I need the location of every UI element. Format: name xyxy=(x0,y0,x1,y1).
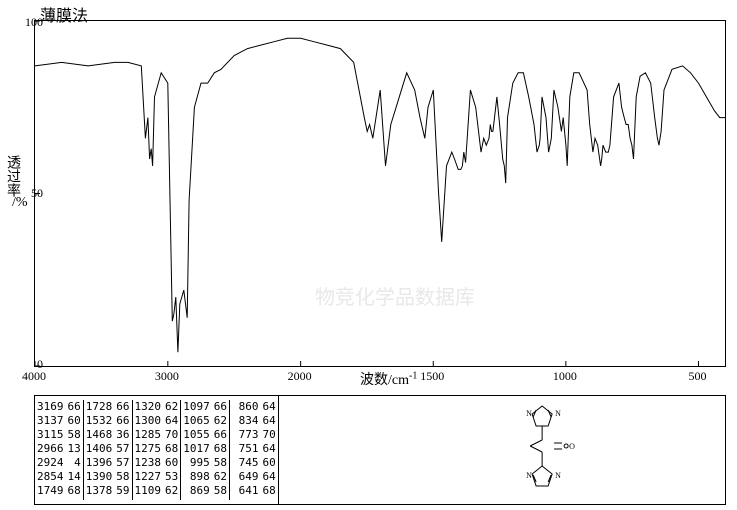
peak-transmittance: 70 xyxy=(263,428,276,442)
spectrum-chart: 物竞化学品数据库 xyxy=(34,20,726,367)
peak-transmittance: 64 xyxy=(263,400,276,414)
peak-transmittance: 58 xyxy=(68,428,81,442)
svg-text:N: N xyxy=(555,471,561,480)
peak-transmittance: 66 xyxy=(116,414,129,428)
svg-text:N: N xyxy=(526,471,532,480)
peak-wavenumber: 1055 xyxy=(183,428,210,442)
peak-wavenumber: 2854 xyxy=(37,470,64,484)
peak-transmittance: 66 xyxy=(68,400,81,414)
peak-transmittance: 62 xyxy=(214,470,227,484)
peak-transmittance: 57 xyxy=(116,442,129,456)
x-axis-label: 波数/cm-1 xyxy=(360,369,417,389)
peak-transmittance: 68 xyxy=(214,442,227,456)
peak-transmittance: 13 xyxy=(68,442,81,456)
peak-transmittance: 64 xyxy=(165,414,178,428)
peak-wavenumber: 1468 xyxy=(86,428,113,442)
peak-wavenumber: 1238 xyxy=(135,456,162,470)
peak-wavenumber: 1109 xyxy=(135,484,162,498)
peak-wavenumber: 1728 xyxy=(86,400,113,414)
peak-wavenumber: 1065 xyxy=(183,414,210,428)
peak-wavenumber: 751 xyxy=(232,442,259,456)
peak-table: 316931373115296629242854174966605813 414… xyxy=(34,395,726,505)
peak-wavenumber: 3169 xyxy=(37,400,64,414)
peak-transmittance: 4 xyxy=(68,456,81,470)
peak-wavenumber: 1275 xyxy=(135,442,162,456)
ytick-100: 100 xyxy=(13,15,43,30)
peak-transmittance: 57 xyxy=(116,456,129,470)
peak-wavenumber: 1017 xyxy=(183,442,210,456)
peak-wavenumber: 1749 xyxy=(37,484,64,498)
peak-transmittance: 62 xyxy=(165,484,178,498)
peak-wavenumber: 1406 xyxy=(86,442,113,456)
xtick-4000: 4000 xyxy=(22,369,46,384)
peak-transmittance: 64 xyxy=(263,442,276,456)
peak-wavenumber: 1378 xyxy=(86,484,113,498)
peak-transmittance: 68 xyxy=(263,484,276,498)
xtick-2000: 2000 xyxy=(288,369,312,384)
spectrum-container: { "title":"薄膜法", "ylabel":"透过率", "yperce… xyxy=(0,0,737,510)
peak-transmittance: 58 xyxy=(116,470,129,484)
peak-transmittance: 66 xyxy=(214,400,227,414)
peak-transmittance: 62 xyxy=(214,414,227,428)
peak-wavenumber: 1396 xyxy=(86,456,113,470)
peak-wavenumber: 773 xyxy=(232,428,259,442)
peak-wavenumber: 860 xyxy=(232,400,259,414)
peak-transmittance: 36 xyxy=(116,428,129,442)
xtick-1500: 1500 xyxy=(420,369,444,384)
xtick-500: 500 xyxy=(688,369,706,384)
svg-text:O: O xyxy=(569,442,575,451)
peak-transmittance: 68 xyxy=(68,484,81,498)
peak-wavenumber: 834 xyxy=(232,414,259,428)
svg-text:N: N xyxy=(555,409,561,418)
peak-transmittance: 14 xyxy=(68,470,81,484)
peak-wavenumber: 3137 xyxy=(37,414,64,428)
peak-transmittance: 64 xyxy=(263,470,276,484)
peak-wavenumber: 1285 xyxy=(135,428,162,442)
peak-transmittance: 60 xyxy=(165,456,178,470)
ytick-50: 50 xyxy=(13,186,43,201)
peak-wavenumber: 898 xyxy=(183,470,210,484)
peak-transmittance: 66 xyxy=(214,428,227,442)
peak-transmittance: 68 xyxy=(165,442,178,456)
peak-wavenumber: 2966 xyxy=(37,442,64,456)
peak-transmittance: 60 xyxy=(263,456,276,470)
peak-wavenumber: 649 xyxy=(232,470,259,484)
svg-text:N: N xyxy=(526,409,532,418)
peak-transmittance: 70 xyxy=(165,428,178,442)
peak-wavenumber: 869 xyxy=(183,484,210,498)
peak-transmittance: 60 xyxy=(68,414,81,428)
peak-transmittance: 66 xyxy=(116,400,129,414)
peak-transmittance: 53 xyxy=(165,470,178,484)
peak-transmittance: 58 xyxy=(214,484,227,498)
peak-wavenumber: 1320 xyxy=(135,400,162,414)
peak-wavenumber: 1390 xyxy=(86,470,113,484)
peak-wavenumber: 3115 xyxy=(37,428,64,442)
peak-wavenumber: 1097 xyxy=(183,400,210,414)
structure-diagram: N N N N O xyxy=(278,396,725,504)
peak-transmittance: 58 xyxy=(214,456,227,470)
xtick-3000: 3000 xyxy=(155,369,179,384)
peak-transmittance: 64 xyxy=(263,414,276,428)
peak-wavenumber: 745 xyxy=(232,456,259,470)
peak-wavenumber: 1227 xyxy=(135,470,162,484)
peak-wavenumber: 995 xyxy=(183,456,210,470)
peak-transmittance: 59 xyxy=(116,484,129,498)
peak-wavenumber: 1300 xyxy=(135,414,162,428)
peak-wavenumber: 2924 xyxy=(37,456,64,470)
xtick-1000: 1000 xyxy=(553,369,577,384)
peak-wavenumber: 641 xyxy=(232,484,259,498)
peak-transmittance: 62 xyxy=(165,400,178,414)
peak-wavenumber: 1532 xyxy=(86,414,113,428)
spectrum-line xyxy=(35,21,725,366)
